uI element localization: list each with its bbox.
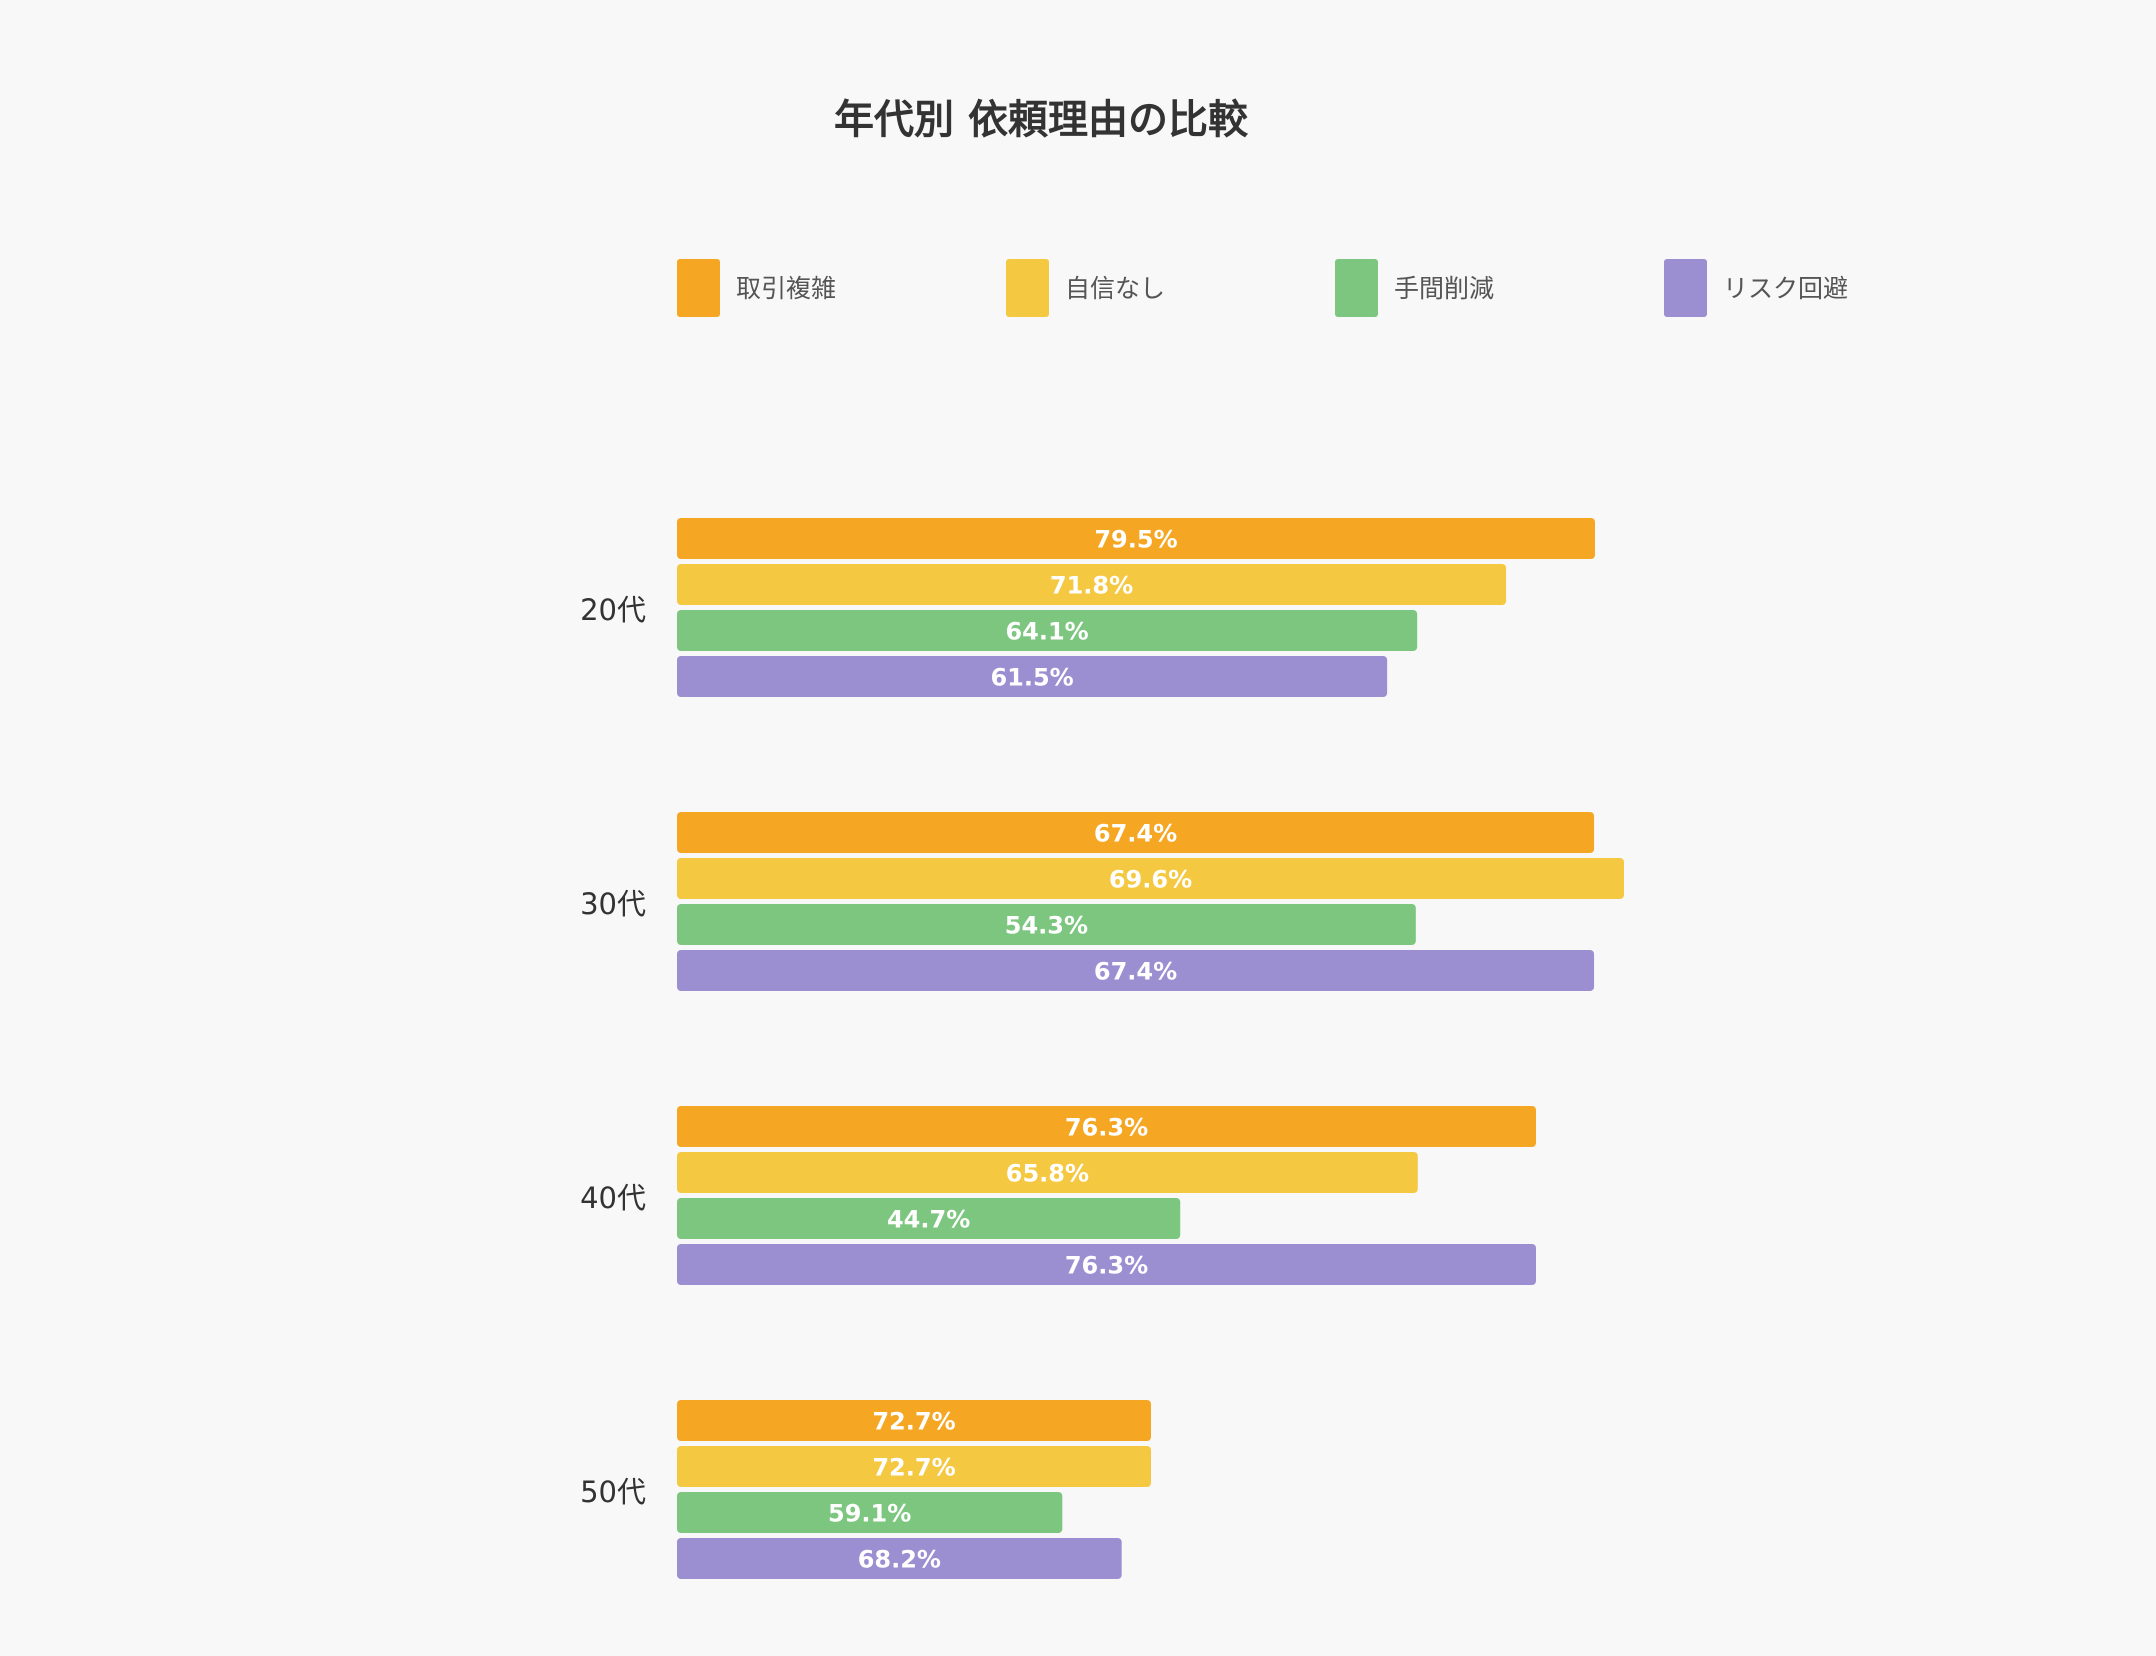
bars: 20代 79.5% 71.8% 64.1% 61.5% 30代 67.4% 69.6% 54.3… bbox=[580, 518, 1624, 1579]
bar-2-1 bbox=[677, 812, 1595, 853]
bar-4-3 bbox=[677, 1492, 1063, 1533]
bar-2-4 bbox=[677, 950, 1595, 991]
bar-1-2 bbox=[677, 564, 1507, 605]
bar-value-label-1-4: 61.5% bbox=[990, 664, 1073, 692]
bar-4-4 bbox=[677, 1538, 1122, 1579]
bar-value-label-4-2: 72.7% bbox=[872, 1454, 955, 1482]
category-label-2: 30代 bbox=[580, 887, 646, 921]
legend-swatch-2 bbox=[1006, 259, 1049, 317]
bar-value-label-2-2: 69.6% bbox=[1109, 866, 1192, 894]
legend-label-2: 自信なし bbox=[1065, 274, 1165, 303]
category-label-4: 50代 bbox=[580, 1475, 646, 1509]
bar-value-label-4-1: 72.7% bbox=[872, 1408, 955, 1436]
legend: 取引複雑 自信なし 手間削減 リスク回避 bbox=[677, 259, 1848, 317]
legend-label-3: 手間削減 bbox=[1394, 274, 1494, 303]
bar-value-label-3-2: 65.8% bbox=[1006, 1160, 1089, 1188]
bar-3-4 bbox=[677, 1244, 1536, 1285]
legend-label-1: 取引複雑 bbox=[736, 274, 836, 303]
bar-2-3 bbox=[677, 904, 1416, 945]
bar-2-2 bbox=[677, 858, 1624, 899]
bar-1-4 bbox=[677, 656, 1388, 697]
legend-label-4: リスク回避 bbox=[1723, 274, 1848, 303]
bar-value-label-1-3: 64.1% bbox=[1005, 618, 1088, 646]
bar-value-label-3-1: 76.3% bbox=[1065, 1114, 1148, 1142]
bar-3-3 bbox=[677, 1198, 1181, 1239]
bar-1-1 bbox=[677, 518, 1595, 559]
bar-value-label-4-4: 68.2% bbox=[858, 1546, 941, 1574]
legend-swatch-4 bbox=[1664, 259, 1707, 317]
bar-4-2 bbox=[677, 1446, 1151, 1487]
chart-title: 年代別 依頼理由の比較 bbox=[834, 97, 1249, 143]
bar-value-label-3-4: 76.3% bbox=[1065, 1252, 1148, 1280]
category-label-1: 20代 bbox=[580, 593, 646, 627]
bar-value-label-1-1: 79.5% bbox=[1094, 526, 1177, 554]
bar-value-label-1-2: 71.8% bbox=[1050, 572, 1133, 600]
bar-value-label-3-3: 44.7% bbox=[887, 1206, 970, 1234]
legend-swatch-1 bbox=[677, 259, 720, 317]
bar-4-1 bbox=[677, 1400, 1151, 1441]
bar-value-label-2-4: 67.4% bbox=[1094, 958, 1177, 986]
category-label-3: 40代 bbox=[580, 1181, 646, 1215]
bar-1-3 bbox=[677, 610, 1418, 651]
legend-swatch-3 bbox=[1335, 259, 1378, 317]
bar-3-1 bbox=[677, 1106, 1536, 1147]
bar-value-label-4-3: 59.1% bbox=[828, 1500, 911, 1528]
bar-value-label-2-3: 54.3% bbox=[1005, 912, 1088, 940]
bar-3-2 bbox=[677, 1152, 1418, 1193]
bar-value-label-2-1: 67.4% bbox=[1094, 820, 1177, 848]
